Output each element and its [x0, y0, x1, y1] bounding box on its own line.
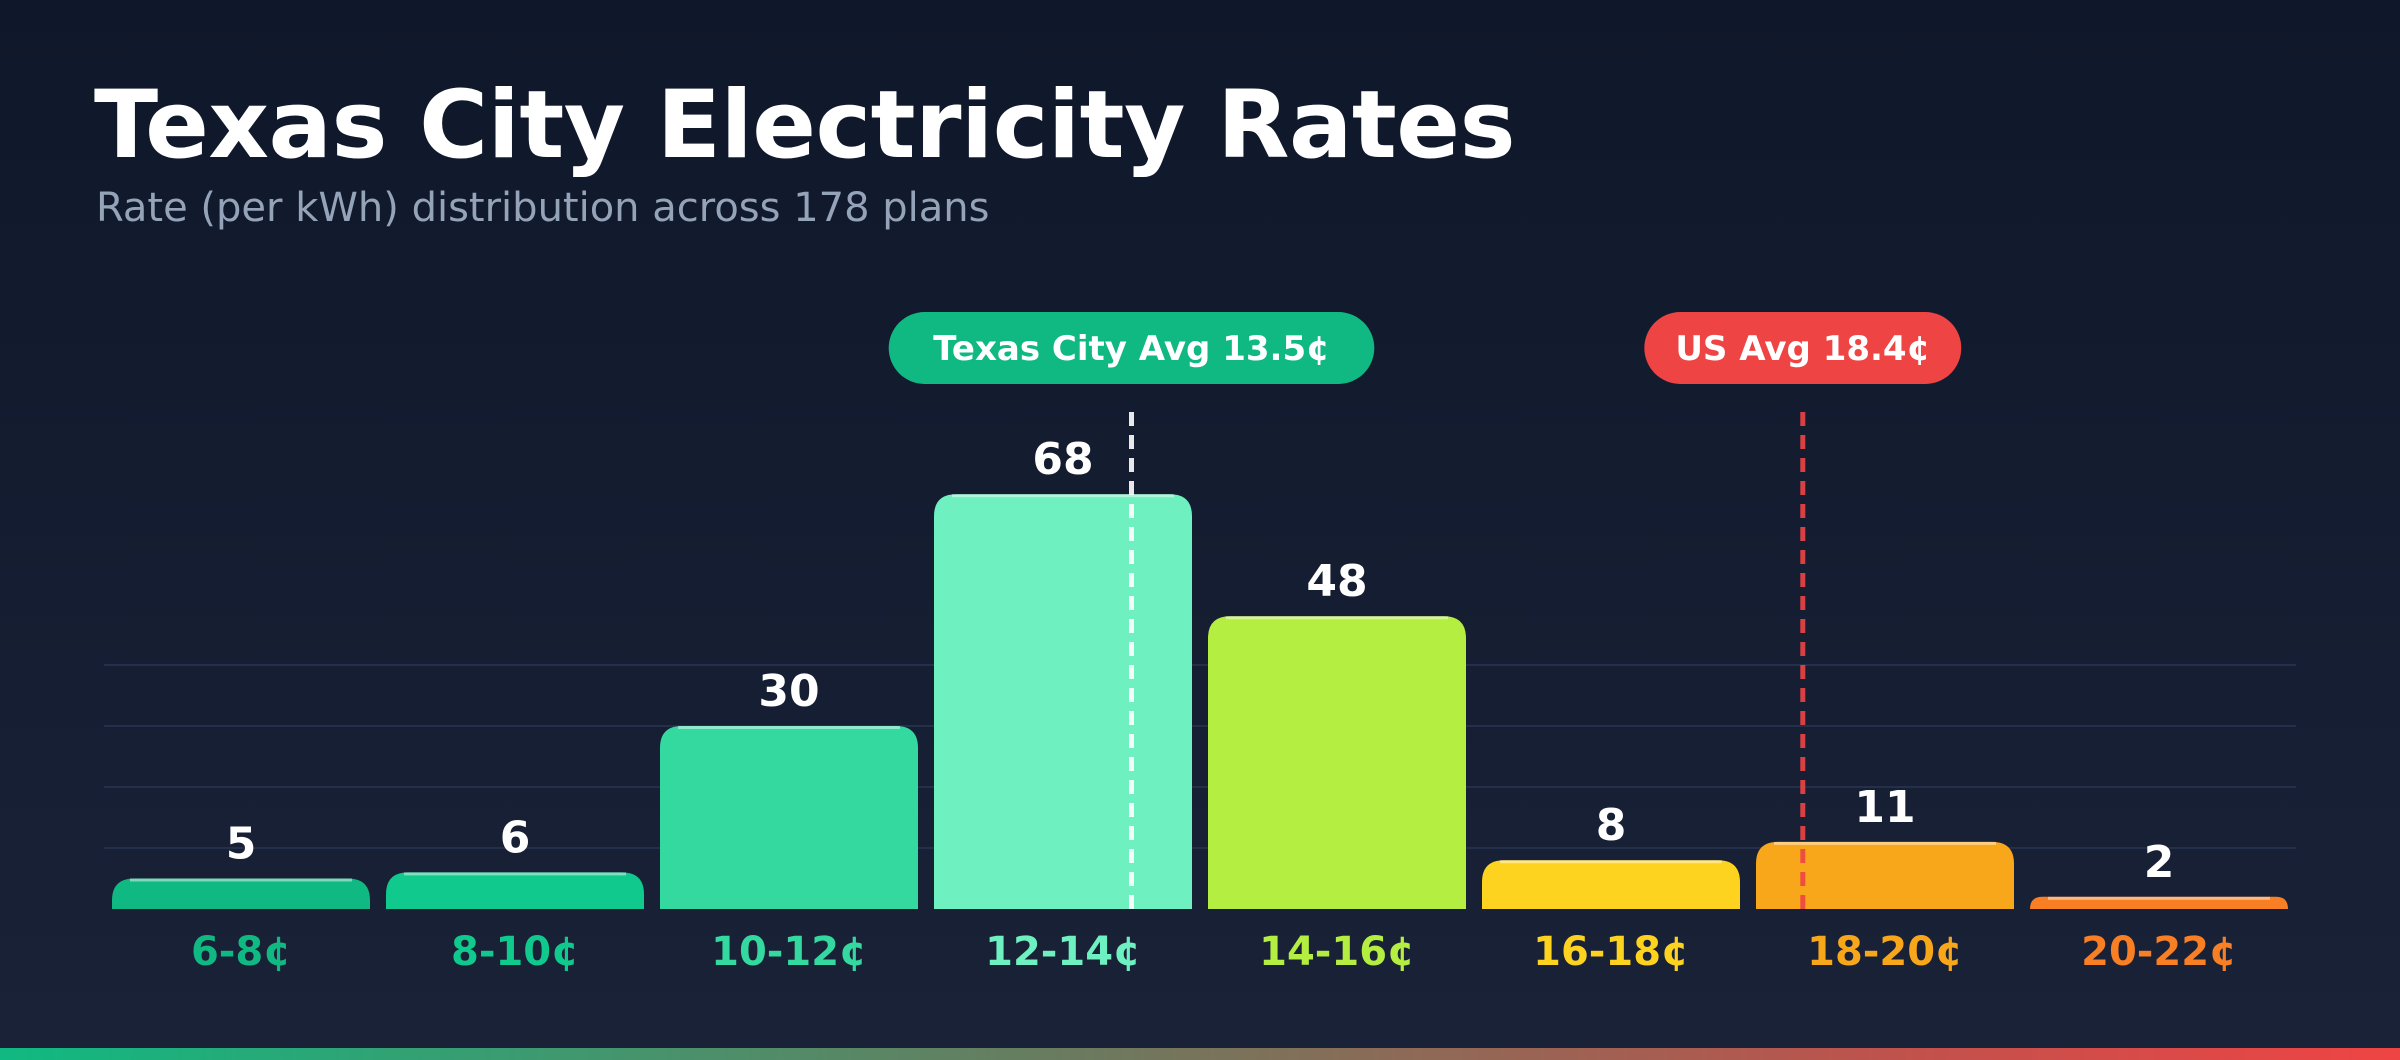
x-tick-label: 12-14¢ — [985, 929, 1141, 975]
x-tick-label: 8-10¢ — [451, 929, 579, 975]
histogram-bar — [2030, 896, 2288, 909]
x-tick-label: 20-22¢ — [2081, 929, 2237, 975]
histogram-bar — [386, 872, 644, 909]
bar-highlight — [1226, 616, 1448, 620]
bar-highlight — [1774, 841, 1996, 845]
histogram-bar — [112, 878, 370, 909]
histogram-bar — [660, 726, 918, 909]
x-tick-label: 16-18¢ — [1533, 929, 1689, 975]
bar-value-label: 2 — [2144, 837, 2175, 888]
bar-value-label: 68 — [1032, 434, 1093, 485]
histogram-bar — [1208, 616, 1466, 909]
bar-value-label: 6 — [500, 812, 531, 863]
bar-value-label: 11 — [1854, 782, 1915, 833]
histogram-bar — [1756, 841, 2014, 909]
page-subtitle: Rate (per kWh) distribution across 178 p… — [96, 185, 990, 231]
x-tick-label: 18-20¢ — [1807, 929, 1963, 975]
bar-value-label: 30 — [758, 666, 819, 717]
page-title: Texas City Electricity Rates — [94, 71, 1516, 180]
histogram-bar — [1482, 860, 1740, 909]
bar-highlight — [130, 878, 352, 882]
reference-badge — [1644, 312, 1962, 384]
x-tick-label: 10-12¢ — [711, 929, 867, 975]
grid-lines — [104, 664, 2296, 849]
bar-highlight — [404, 872, 626, 876]
bar-highlight — [952, 494, 1174, 498]
bar-value-label: 8 — [1596, 800, 1627, 851]
bar-highlight — [2048, 896, 2270, 900]
histogram-bar — [934, 494, 1192, 909]
bar-value-label: 48 — [1306, 556, 1367, 607]
bottom-accent-bar — [0, 1048, 2400, 1060]
x-tick-label: 14-16¢ — [1259, 929, 1415, 975]
reference-badge — [888, 312, 1375, 384]
reference-lines: Texas City Avg 13.5¢ US Avg 18.4¢ — [888, 312, 1962, 909]
bars: 5 6-8¢ 6 8-10¢ 30 10-12¢ 68 12-14¢ 48 14-16¢ 8 16-1… — [112, 434, 2288, 975]
reference-label: US Avg 18.4¢ — [1675, 329, 1930, 369]
x-tick-label: 6-8¢ — [191, 929, 291, 975]
bar-highlight — [1500, 860, 1722, 864]
bar-value-label: 5 — [226, 819, 257, 870]
bar-highlight — [678, 726, 900, 729]
reference-label: Texas City Avg 13.5¢ — [933, 329, 1330, 369]
